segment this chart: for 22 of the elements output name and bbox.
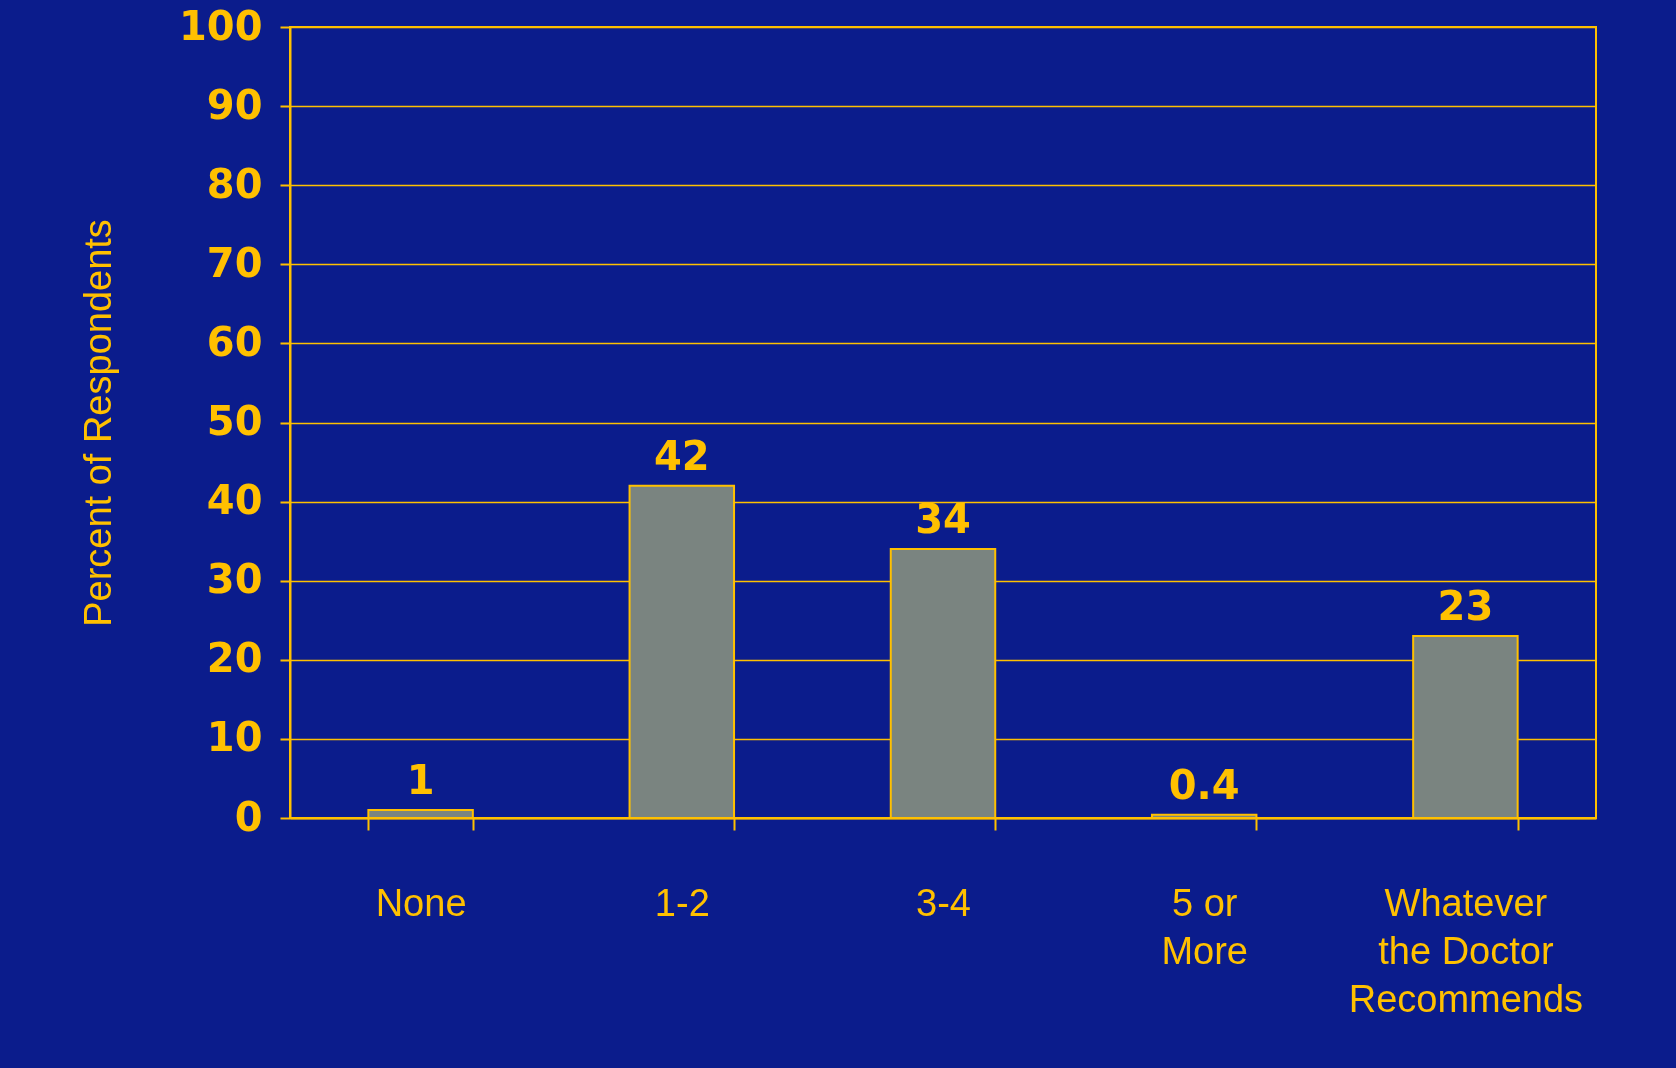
data-label: 34 <box>915 496 971 543</box>
data-label: 42 <box>653 432 710 479</box>
y-tick-label: 20 <box>206 635 263 682</box>
y-axis-title: Percent of Respondents <box>77 219 119 627</box>
y-tick-label: 70 <box>206 239 263 286</box>
y-tick-label: 10 <box>206 714 263 761</box>
data-label: 0.4 <box>1168 761 1240 808</box>
y-tick-label: 0 <box>234 793 263 840</box>
x-tick-label: None <box>375 881 467 924</box>
y-tick-label: 100 <box>179 2 263 49</box>
x-tick-label: 3-4 <box>916 881 971 924</box>
y-tick-label: 90 <box>206 81 263 128</box>
x-tick-label: 5 or More <box>1161 881 1248 972</box>
y-tick-label: 60 <box>206 318 263 365</box>
data-label: 1 <box>406 757 435 804</box>
y-tick-label: 40 <box>206 477 263 524</box>
y-tick-label: 50 <box>206 398 263 444</box>
data-label: 23 <box>1437 583 1494 630</box>
y-tick-label: 30 <box>206 556 263 603</box>
x-tick-label: Whatever the Doctor Recommends <box>1348 881 1584 1020</box>
y-tick-label: 80 <box>206 160 263 207</box>
x-tick-label: 1-2 <box>654 881 710 924</box>
